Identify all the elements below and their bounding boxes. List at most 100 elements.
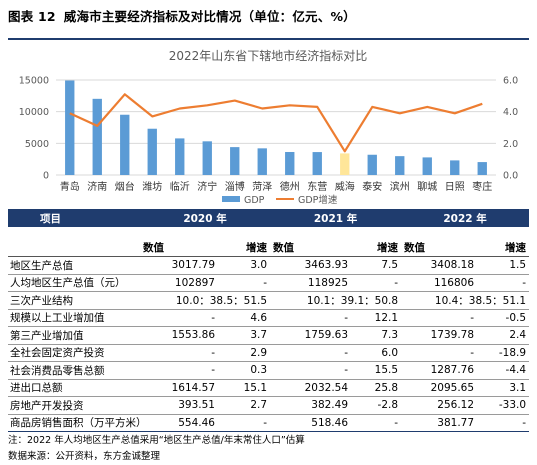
industry-structure-2022: 10.4：38.5：51.1 xyxy=(401,291,530,310)
x-category-label: 济南 xyxy=(87,180,107,193)
gdp-growth-line xyxy=(69,93,483,153)
table-row: 房地产开发投资 393.51 2.7 382.49 -2.8 256.12 -3… xyxy=(8,396,530,415)
industry-structure-2020: 10.0：38.5：51.5 xyxy=(140,291,271,310)
row-label: 地区生产总值 xyxy=(8,256,140,275)
gdp-bar xyxy=(285,151,295,175)
chart-title: 2022年山东省下辖地市经济指标对比 xyxy=(169,48,368,63)
x-category-label: 日照 xyxy=(445,181,465,193)
heading-rule xyxy=(8,38,529,40)
row-label: 社会消费品零售总额 xyxy=(8,361,140,380)
table-cell: - xyxy=(270,309,352,327)
table-cell: 2.4 xyxy=(477,326,530,345)
table-cell: 4.6 xyxy=(218,309,271,327)
table-row: 全社会固定资产投资 - 2.9 - 6.0 - -18.9 xyxy=(8,344,530,362)
sub-header-growth-2020: 增速 xyxy=(218,239,271,257)
table-cell: 3.1 xyxy=(477,379,530,397)
year-header-2021: 2021 年 xyxy=(270,209,402,227)
year-header-2020: 2020 年 xyxy=(140,209,271,227)
table-cell: -2.8 xyxy=(351,396,402,415)
year-header-2022: 2022 年 xyxy=(401,209,530,227)
figure-heading: 图表 12 威海市主要经济指标及对比情况（单位：亿元、%） xyxy=(8,6,356,25)
table-cell: - xyxy=(218,274,271,292)
data-source: 数据来源：公开资料，东方金诚整理 xyxy=(8,451,161,462)
y-left-tick-label: 0 xyxy=(43,171,49,182)
table-row: 人均地区生产总值（元） 102897 - 118925 - 116806 - xyxy=(8,274,530,292)
table-cell: - xyxy=(351,414,402,432)
gdp-bar xyxy=(395,156,405,175)
header-spacer xyxy=(8,227,529,239)
table-note: 注：2022 年人均地区生产总值采用“地区生产总值/年末常住人口”估算 xyxy=(8,435,305,446)
x-category-label: 德州 xyxy=(280,180,300,193)
gdp-bar xyxy=(257,148,267,175)
table-cell: 382.49 xyxy=(270,396,352,415)
table-cell: 3017.79 xyxy=(140,256,218,275)
row-label: 全社会固定资产投资 xyxy=(8,344,140,362)
x-category-label: 滨州 xyxy=(390,180,410,193)
x-category-label: 聊城 xyxy=(417,180,437,193)
table-row: 商品房销售面积（万平方米） 554.46 - 518.46 - 381.77 - xyxy=(8,414,530,432)
table-row: 地区生产总值 3017.79 3.0 3463.93 7.5 3408.18 1… xyxy=(8,256,530,275)
table-cell: -0.5 xyxy=(477,309,530,327)
x-category-label: 东营 xyxy=(307,180,327,193)
table-cell: - xyxy=(477,414,530,432)
y-left-tick-label: 5000 xyxy=(25,139,49,150)
x-category-label: 威海 xyxy=(335,180,355,193)
y-right-tick-label: 4.0 xyxy=(503,107,518,118)
table-cell: 256.12 xyxy=(401,396,478,415)
x-category-label: 临沂 xyxy=(170,180,190,193)
gdp-bar xyxy=(65,80,75,175)
table-cell: 3.7 xyxy=(218,326,271,345)
sub-header-growth-2022: 增速 xyxy=(477,239,530,257)
legend-bar-swatch xyxy=(222,196,240,202)
x-category-label: 潍坊 xyxy=(142,180,162,193)
table-cell: 393.51 xyxy=(140,396,218,415)
gdp-bar xyxy=(340,153,350,175)
table-cell: 2.9 xyxy=(218,344,271,362)
row-label: 规模以上工业增加值 xyxy=(8,309,140,327)
table-cell: 2032.54 xyxy=(270,379,352,397)
table-row: 社会消费品零售总额 - 0.3 - 15.5 1287.76 -4.4 xyxy=(8,361,530,380)
table-cell: - xyxy=(270,361,352,380)
gdp-bar xyxy=(450,160,460,175)
table-cell: 7.3 xyxy=(351,326,402,345)
table-cell: 1.5 xyxy=(477,256,530,275)
gdp-bar xyxy=(92,98,102,175)
gdp-bar xyxy=(120,114,130,175)
y-right-tick-label: 6.0 xyxy=(503,76,518,87)
table-cell: - xyxy=(140,344,218,362)
table-row: 三次产业结构 10.0：38.5：51.5 10.1：39.1：50.8 10.… xyxy=(8,291,530,310)
table-cell: -18.9 xyxy=(477,344,530,362)
gdp-bar xyxy=(312,152,322,175)
y-left-tick-label: 10000 xyxy=(19,107,49,118)
table-cell: 102897 xyxy=(140,274,218,292)
table-cell: 381.77 xyxy=(401,414,478,432)
table-cell: 3.0 xyxy=(218,256,271,275)
y-left-tick-label: 15000 xyxy=(19,76,49,87)
row-label: 第三产业增加值 xyxy=(8,326,140,345)
table-cell: 1553.86 xyxy=(140,326,218,345)
table-cell: - xyxy=(401,309,478,327)
x-category-label: 泰安 xyxy=(362,180,382,193)
year-header-row: 项目 2020 年 2021 年 2022 年 xyxy=(8,209,530,227)
gdp-comparison-chart: 2022年山东省下辖地市经济指标对比 0 5000 10000 15000 0.0 2.0 4… xyxy=(19,48,518,206)
table-cell: 554.46 xyxy=(140,414,218,432)
table-cell: 1759.63 xyxy=(270,326,352,345)
table-cell: 116806 xyxy=(401,274,478,292)
sub-header-value-2021: 数值 xyxy=(270,239,352,257)
table-cell: 25.8 xyxy=(351,379,402,397)
gdp-bar xyxy=(175,138,185,175)
sub-header-growth-2021: 增速 xyxy=(351,239,402,257)
table-cell: 1287.76 xyxy=(401,361,478,380)
table-cell: 15.1 xyxy=(218,379,271,397)
table-cell: 15.5 xyxy=(351,361,402,380)
y-right-tick-label: 0.0 xyxy=(503,171,518,182)
table-cell: 7.5 xyxy=(351,256,402,275)
table-row: 进出口总额 1614.57 15.1 2032.54 25.8 2095.65 … xyxy=(8,379,530,397)
gdp-bar xyxy=(230,147,240,175)
gdp-bar xyxy=(202,141,212,175)
table-cell: 1614.57 xyxy=(140,379,218,397)
x-category-label: 烟台 xyxy=(115,180,135,193)
x-category-label: 枣庄 xyxy=(472,180,492,193)
table-cell: 2.7 xyxy=(218,396,271,415)
table-cell: - xyxy=(218,414,271,432)
